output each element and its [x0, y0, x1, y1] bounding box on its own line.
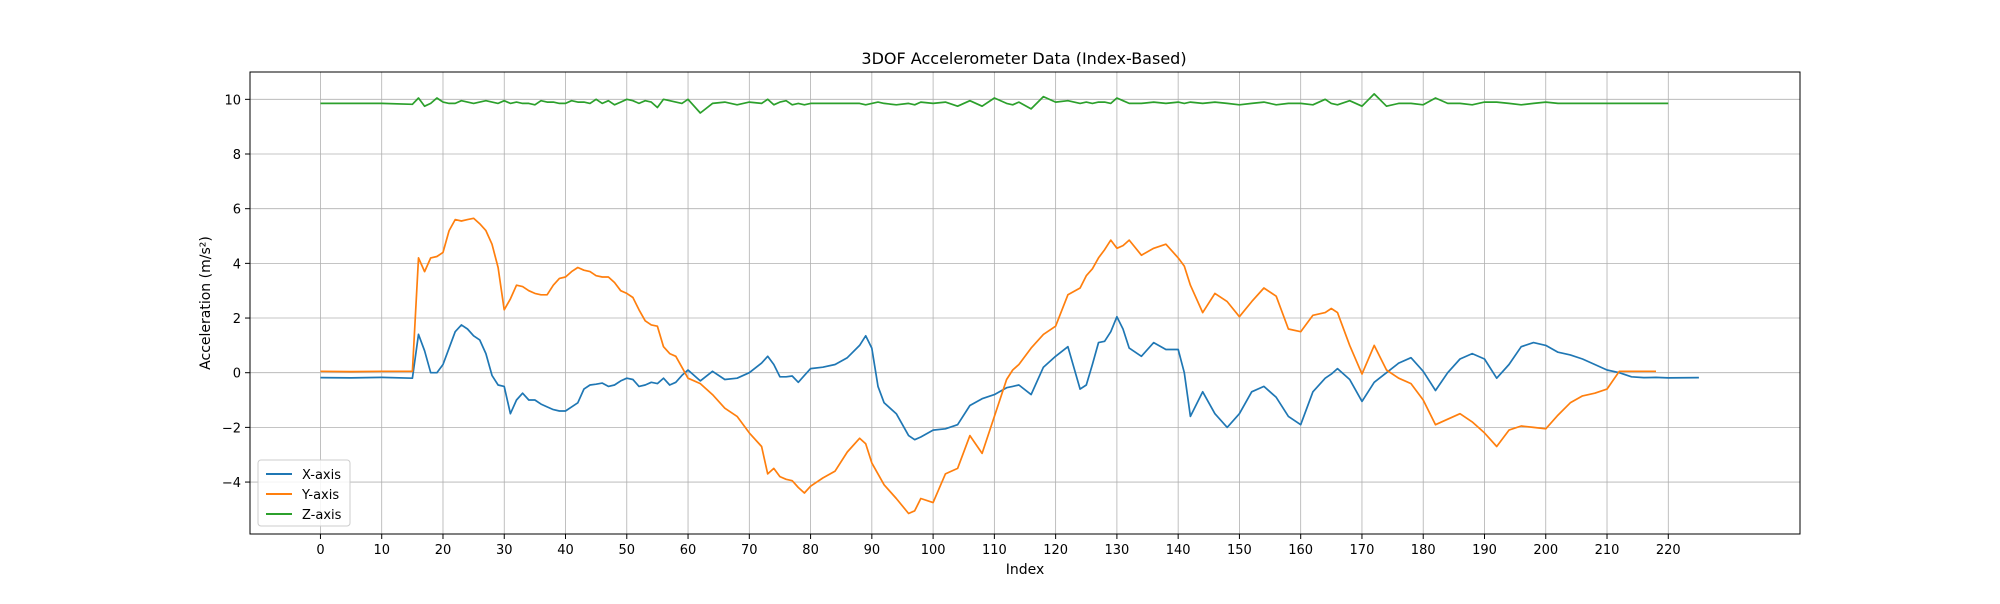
chart-title: 3DOF Accelerometer Data (Index-Based): [861, 49, 1186, 68]
x-tick-label: 150: [1227, 543, 1252, 558]
x-tick-label: 70: [741, 543, 758, 558]
legend-box: [257, 459, 351, 527]
legend-label-x-axis: X-axis: [302, 468, 341, 483]
y-tick-label: 2: [233, 312, 241, 327]
x-tick-label: 220: [1656, 543, 1681, 558]
x-tick-label: 180: [1411, 543, 1436, 558]
x-tick-label: 140: [1166, 543, 1191, 558]
ticks: 0 10 20 30 40 50 60 70 80 90 100 110 120 130 140 150 160…: [222, 93, 1681, 558]
x-tick-label: 190: [1472, 543, 1497, 558]
x-tick-label: 60: [680, 543, 697, 558]
y-axis-label: Acceleration (m/s²): [198, 236, 214, 370]
series-line-y-axis: [320, 217, 1656, 515]
y-tick-label: 10: [224, 93, 241, 108]
legend-label-z-axis: Z-axis: [302, 508, 342, 523]
y-tick-label: 0: [233, 367, 241, 382]
x-tick-label: 40: [557, 543, 574, 558]
x-tick-label: 130: [1104, 543, 1129, 558]
x-tick-label: 90: [864, 543, 881, 558]
y-tick-label: −4: [222, 476, 241, 491]
x-tick-label: 30: [496, 543, 513, 558]
x-axis-label: Index: [1006, 562, 1045, 578]
x-tick-label: 50: [619, 543, 636, 558]
x-tick-label: 120: [1043, 543, 1068, 558]
x-tick-label: 10: [373, 543, 390, 558]
plot-frame: [249, 71, 1801, 535]
y-tick-label: −2: [222, 421, 241, 436]
x-tick-label: 170: [1350, 543, 1375, 558]
x-tick-label: 80: [802, 543, 819, 558]
legend: X-axis Y-axis Z-axis: [257, 459, 351, 527]
x-tick-label: 210: [1595, 543, 1620, 558]
x-tick-label: 20: [435, 543, 452, 558]
x-tick-label: 160: [1288, 543, 1313, 558]
y-tick-label: 8: [233, 148, 241, 163]
x-tick-label: 100: [921, 543, 946, 558]
series-line-x-axis: [320, 315, 1699, 441]
series-layer: [320, 93, 1699, 515]
legend-label-y-axis: Y-axis: [301, 488, 339, 503]
grid: [250, 72, 1800, 534]
y-tick-label: 6: [233, 203, 241, 218]
x-tick-label: 110: [982, 543, 1007, 558]
x-tick-label: 0: [316, 543, 324, 558]
series-line-z-axis: [320, 93, 1669, 114]
x-tick-label: 200: [1533, 543, 1558, 558]
y-tick-label: 4: [233, 257, 241, 272]
